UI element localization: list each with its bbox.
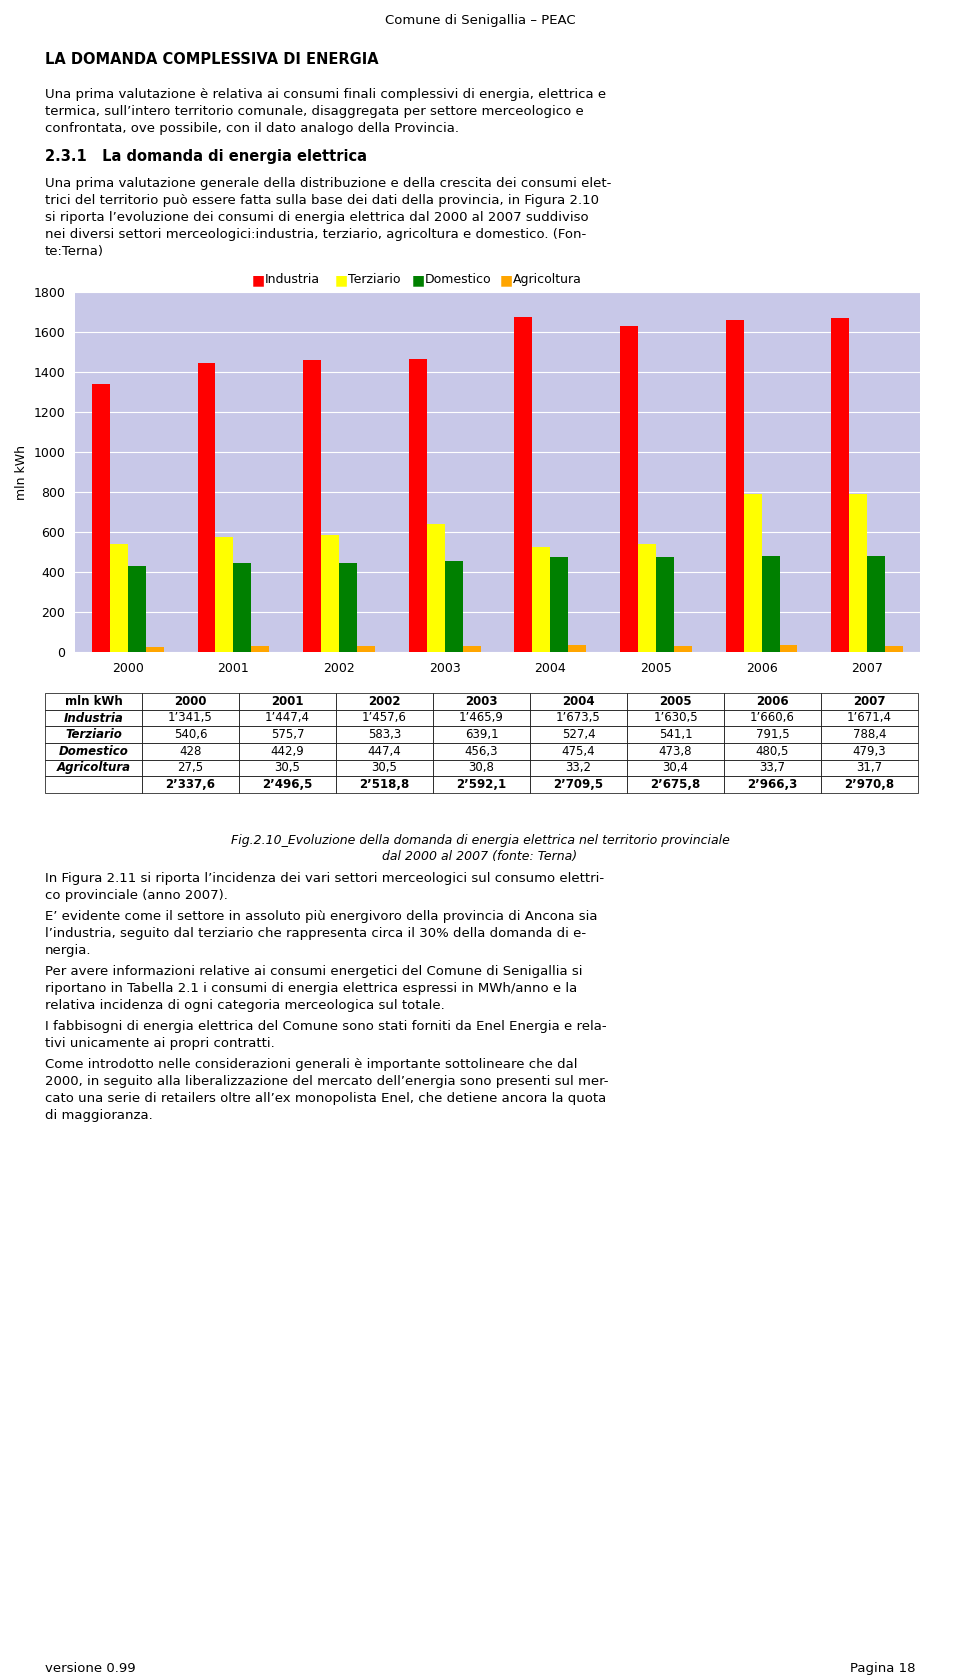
Bar [568,645,587,651]
Text: Agricoltura: Agricoltura [513,274,582,285]
Bar [885,646,903,651]
Bar [515,317,533,651]
Text: Industria: Industria [265,274,320,285]
Text: LA DOMANDA COMPLESSIVA DI ENERGIA: LA DOMANDA COMPLESSIVA DI ENERGIA [45,52,378,67]
Text: dal 2000 al 2007 (fonte: Terna): dal 2000 al 2007 (fonte: Terna) [382,850,578,863]
Y-axis label: mln kWh: mln kWh [14,445,28,499]
Text: nei diversi settori merceologici:industria, terziario, agricoltura e domestico. : nei diversi settori merceologici:industr… [45,228,587,242]
Bar [409,359,427,651]
Text: ■: ■ [335,274,348,287]
Bar [533,547,550,651]
Text: di maggioranza.: di maggioranza. [45,1110,153,1122]
Text: relativa incidenza di ogni categoria merceologica sul totale.: relativa incidenza di ogni categoria mer… [45,999,444,1012]
Bar [303,361,321,651]
Text: riportano in Tabella 2.1 i consumi di energia elettrica espressi in MWh/anno e l: riportano in Tabella 2.1 i consumi di en… [45,982,577,996]
Bar [109,544,128,651]
Text: ■: ■ [412,274,425,287]
Bar [850,494,867,651]
Bar [92,384,109,651]
Text: confrontata, ove possibile, con il dato analogo della Provincia.: confrontata, ove possibile, con il dato … [45,123,459,134]
Text: ■: ■ [500,274,514,287]
Text: co provinciale (anno 2007).: co provinciale (anno 2007). [45,888,228,902]
Text: ■: ■ [252,274,265,287]
Text: In Figura 2.11 si riporta l’incidenza dei vari settori merceologici sul consumo : In Figura 2.11 si riporta l’incidenza de… [45,871,604,885]
Text: E’ evidente come il settore in assoluto più energivoro della provincia di Ancona: E’ evidente come il settore in assoluto … [45,910,597,923]
Bar [198,363,215,651]
Bar [463,646,481,651]
Text: Fig.2.10_Evoluzione della domanda di energia elettrica nel territorio provincial: Fig.2.10_Evoluzione della domanda di ene… [230,834,730,846]
Text: nergia.: nergia. [45,944,91,957]
Text: Domestico: Domestico [425,274,492,285]
Bar [128,566,146,651]
Bar [761,556,780,651]
Bar [550,557,568,651]
Text: Per avere informazioni relative ai consumi energetici del Comune di Senigallia s: Per avere informazioni relative ai consu… [45,965,583,977]
Bar [620,326,638,651]
Text: Una prima valutazione è relativa ai consumi finali complessivi di energia, elett: Una prima valutazione è relativa ai cons… [45,87,606,101]
Text: trici del territorio può essere fatta sulla base dei dati della provincia, in Fi: trici del territorio può essere fatta su… [45,195,599,207]
Text: termica, sull’intero territorio comunale, disaggregata per settore merceologico : termica, sull’intero territorio comunale… [45,106,584,118]
Bar [674,646,692,651]
Bar [744,494,761,651]
Text: cato una serie di retailers oltre all’ex monopolista Enel, che detiene ancora la: cato una serie di retailers oltre all’ex… [45,1091,607,1105]
Text: 2000, in seguito alla liberalizzazione del mercato dell’energia sono presenti su: 2000, in seguito alla liberalizzazione d… [45,1075,609,1088]
Text: Come introdotto nelle considerazioni generali è importante sottolineare che dal: Come introdotto nelle considerazioni gen… [45,1058,578,1071]
Text: I fabbisogni di energia elettrica del Comune sono stati forniti da Enel Energia : I fabbisogni di energia elettrica del Co… [45,1021,607,1033]
Text: Una prima valutazione generale della distribuzione e della crescita dei consumi : Una prima valutazione generale della dis… [45,176,612,190]
Text: l’industria, seguito dal terziario che rappresenta circa il 30% della domanda di: l’industria, seguito dal terziario che r… [45,927,587,940]
Bar [146,646,164,651]
Text: Terziario: Terziario [348,274,400,285]
Bar [867,556,885,651]
Bar [215,537,233,651]
Text: te:Terna): te:Terna) [45,245,104,259]
Bar [233,564,252,651]
Bar [726,321,744,651]
Text: Pagina 18: Pagina 18 [850,1662,915,1676]
Text: si riporta l’evoluzione dei consumi di energia elettrica dal 2000 al 2007 suddiv: si riporta l’evoluzione dei consumi di e… [45,212,588,223]
Text: Comune di Senigallia – PEAC: Comune di Senigallia – PEAC [385,13,575,27]
Bar [321,536,339,651]
Bar [444,561,463,651]
Bar [339,562,357,651]
Text: versione 0.99: versione 0.99 [45,1662,135,1676]
Text: 2.3.1   La domanda di energia elettrica: 2.3.1 La domanda di energia elettrica [45,149,367,165]
Bar [252,646,270,651]
Bar [427,524,444,651]
Text: tivi unicamente ai propri contratti.: tivi unicamente ai propri contratti. [45,1038,275,1049]
Bar [831,317,850,651]
Bar [357,646,375,651]
Bar [638,544,656,651]
Bar [656,557,674,651]
Bar [780,645,798,651]
